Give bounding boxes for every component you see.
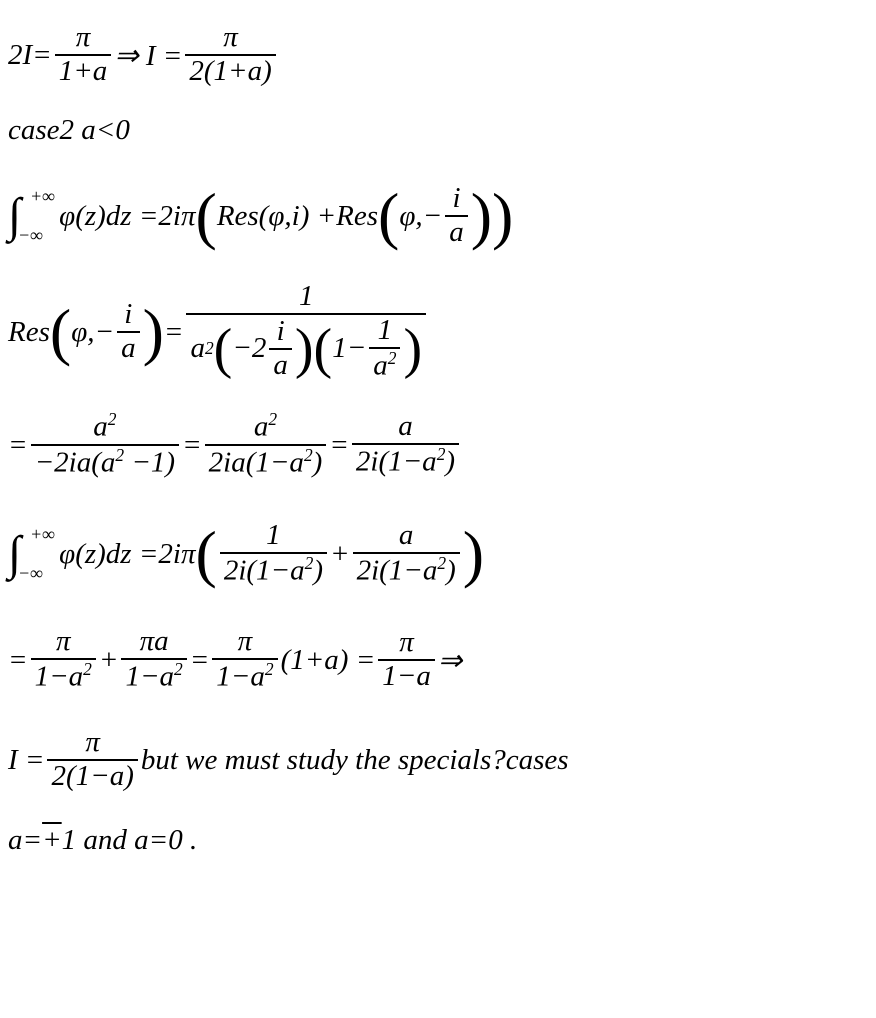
text: = <box>182 429 202 462</box>
fraction: π 1+a <box>55 22 112 88</box>
text: but we must study the specials?cases <box>141 744 569 777</box>
left-paren: ( <box>196 190 217 241</box>
fraction: a 2i(1−a2) <box>353 520 460 587</box>
numerator: 1 <box>295 281 318 313</box>
line-2: case2 a<0 <box>8 100 868 160</box>
text: case2 a<0 <box>8 114 130 147</box>
numerator: i <box>120 299 136 331</box>
text: a= <box>8 824 42 857</box>
text: Res(φ,i) +Res <box>217 200 378 233</box>
line-5: = a2 −2ia(a2 −1) = a2 2ia(1−a2) = a 2i(1… <box>8 392 868 498</box>
text: + <box>99 644 119 677</box>
text: φ(z)dz =2iπ <box>59 200 195 233</box>
text: + <box>330 538 350 571</box>
denominator: a <box>117 333 140 365</box>
fraction: i a <box>117 299 140 365</box>
text: ⇒ I = <box>114 38 182 73</box>
numerator: π <box>72 22 95 54</box>
lower-limit: −∞ <box>18 563 43 584</box>
text: Res <box>8 316 50 349</box>
right-paren: ) <box>492 190 513 241</box>
line-4: Res ( φ,− i a ) = 1 a2 ( −2 i a ) ( 1− 1… <box>8 272 868 392</box>
numerator: π <box>219 22 242 54</box>
right-paren: ) <box>463 528 484 579</box>
text: ⇒ <box>438 643 462 678</box>
left-paren: ( <box>50 306 71 357</box>
text: = <box>164 316 184 349</box>
line-6: ∫ +∞ −∞ φ(z)dz =2iπ ( 1 2i(1−a2) + a 2i(… <box>8 498 868 610</box>
fraction: π 1−a <box>378 627 435 693</box>
text: = <box>190 644 210 677</box>
denominator: a <box>445 217 468 249</box>
fraction: 1 2i(1−a2) <box>220 520 327 587</box>
text: = <box>329 429 349 462</box>
lower-limit: −∞ <box>18 225 43 246</box>
plus-minus: + <box>42 824 62 857</box>
line-9: a= + 1 and a=0 . <box>8 810 868 870</box>
denominator: 1+a <box>55 56 112 88</box>
text: = <box>8 429 28 462</box>
text: 1 and a=0 . <box>62 824 198 857</box>
fraction: 1 a2 ( −2 i a ) ( 1− 1 a2 ) <box>186 281 426 382</box>
denominator: 2(1+a) <box>185 56 275 88</box>
text: φ,− <box>399 200 442 233</box>
fraction: π 2(1−a) <box>47 727 137 793</box>
fraction: π 2(1+a) <box>185 22 275 88</box>
upper-limit: +∞ <box>30 186 55 207</box>
fraction: πa 1−a2 <box>121 626 186 693</box>
right-paren: ) <box>143 306 164 357</box>
left-paren: ( <box>196 528 217 579</box>
text: 2I= <box>8 39 52 72</box>
line-3: ∫ +∞ −∞ φ(z)dz =2iπ ( Res(φ,i) +Res ( φ,… <box>8 160 868 272</box>
text: = <box>8 644 28 677</box>
left-paren: ( <box>378 190 399 241</box>
text: φ,− <box>71 316 114 349</box>
integral: ∫ +∞ −∞ <box>8 530 59 578</box>
text: I = <box>8 744 44 777</box>
integral: ∫ +∞ −∞ <box>8 192 59 240</box>
line-7: = π 1−a2 + πa 1−a2 = π 1−a2 (1+a) = π 1−… <box>8 610 868 710</box>
line-1: 2I= π 1+a ⇒ I = π 2(1+a) <box>8 10 868 100</box>
fraction: a2 2ia(1−a2) <box>205 410 327 479</box>
upper-limit: +∞ <box>30 524 55 545</box>
text: φ(z)dz =2iπ <box>59 538 195 571</box>
right-paren: ) <box>471 190 492 241</box>
fraction: π 1−a2 <box>31 626 96 693</box>
denominator: a2 ( −2 i a ) ( 1− 1 a2 ) <box>186 315 426 382</box>
numerator: i <box>448 183 464 215</box>
math-document: 2I= π 1+a ⇒ I = π 2(1+a) case2 a<0 ∫ +∞ … <box>0 0 876 880</box>
text: (1+a) = <box>281 644 376 677</box>
fraction: a2 −2ia(a2 −1) <box>31 410 179 479</box>
fraction: a 2i(1−a2) <box>352 411 459 478</box>
fraction: π 1−a2 <box>212 626 277 693</box>
line-8: I = π 2(1−a) but we must study the speci… <box>8 710 868 810</box>
fraction: i a <box>445 183 468 249</box>
